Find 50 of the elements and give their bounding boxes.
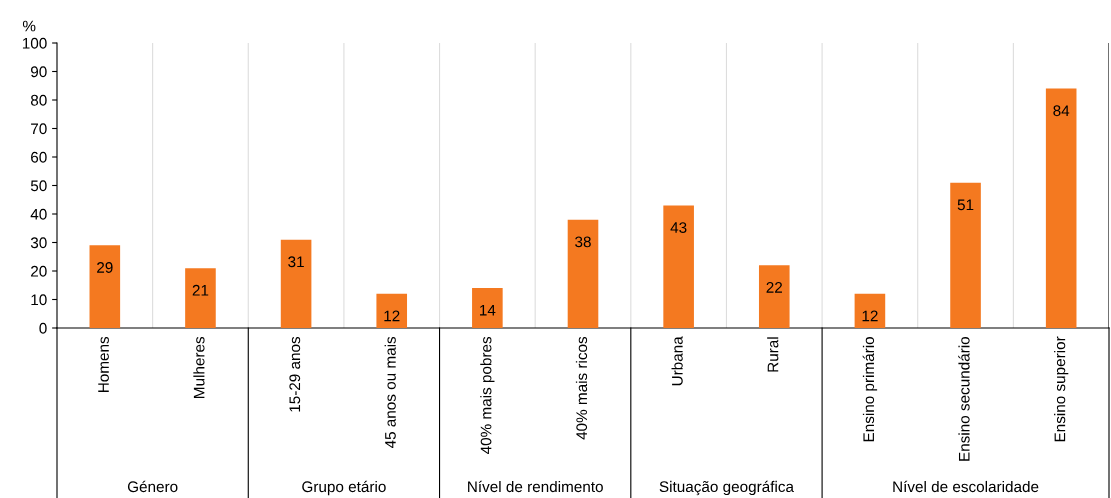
bar (1045, 88, 1077, 328)
bar (950, 182, 981, 328)
x-tick-label: Homens (98, 336, 109, 392)
text: Situação geográfica (659, 480, 794, 496)
data-label: 31 (288, 256, 304, 268)
data-label: 21 (192, 284, 209, 296)
bar (567, 219, 599, 328)
x-tick-label: 15-29 anos (289, 336, 301, 412)
data-label: 29 (97, 262, 113, 273)
data-label: 84 (1053, 105, 1070, 117)
data-label: 12 (862, 310, 878, 322)
text: Género (127, 480, 178, 493)
y-tick-label: 100 (22, 37, 47, 49)
x-tick-label: 40% mais ricos (575, 336, 588, 440)
x-tick-label: 45 anos ou mais (384, 336, 396, 449)
x-tick-label: Ensino superior (1054, 336, 1069, 442)
y-tick-label: 20 (31, 265, 47, 277)
y-tick-label: 0 (39, 322, 47, 334)
bar (280, 239, 312, 328)
y-tick-label: 90 (31, 66, 47, 78)
bar (89, 245, 121, 328)
bar (376, 293, 408, 328)
data-label: 22 (766, 282, 782, 293)
y-tick-label: 60 (31, 151, 47, 163)
x-tick-label: 40% mais pobres (480, 336, 495, 455)
x-tick-label: Mulheres (193, 336, 205, 398)
bar (185, 268, 216, 328)
text: Nível de rendimento (468, 480, 603, 493)
data-label: 14 (480, 304, 496, 316)
y-tick-label: 70 (31, 123, 47, 135)
y-tick-label: 30 (30, 237, 47, 249)
bar (854, 293, 886, 328)
y-tick-label: 50 (30, 180, 47, 192)
y-tick-label: 40 (30, 208, 47, 220)
bar (663, 205, 694, 328)
x-tick-label: Ensino primário (862, 336, 878, 442)
bar (758, 265, 790, 328)
text: Grupo etário (302, 480, 386, 496)
data-label: 51 (957, 199, 974, 211)
text: Nível de escolaridade (893, 480, 1039, 493)
y-axis-title: % (22, 20, 36, 32)
x-tick-label: Ensino secundário (958, 336, 970, 461)
data-label: 43 (670, 222, 687, 233)
y-tick-label: 80 (30, 94, 47, 106)
data-label: 12 (384, 310, 400, 322)
bar (472, 288, 503, 328)
data-label: 38 (575, 236, 591, 248)
x-tick-label: Rural (767, 337, 779, 372)
y-tick-label: 10 (31, 294, 47, 306)
x-tick-label: Urbana (671, 336, 683, 386)
